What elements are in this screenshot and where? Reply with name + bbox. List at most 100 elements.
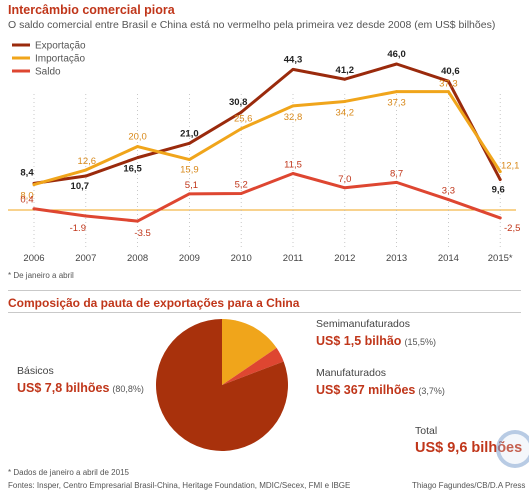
chart-title: Intercâmbio comercial piora <box>8 3 175 17</box>
semi-amount: US$ 1,5 bilhão <box>316 334 402 348</box>
data-label: 12,6 <box>78 156 97 167</box>
divider-section <box>8 312 521 313</box>
data-label: 10,7 <box>71 181 90 192</box>
x-tick-label: 2008 <box>127 253 148 264</box>
data-point <box>343 77 347 81</box>
data-point <box>239 110 243 114</box>
composition-title: Composição da pauta de exportações para … <box>8 296 300 310</box>
data-label: 21,0 <box>180 128 199 139</box>
data-point <box>136 219 140 223</box>
semi-pct: (15,5%) <box>404 337 436 347</box>
data-label: 46,0 <box>387 49 406 60</box>
data-label: 0,4 <box>20 195 33 206</box>
data-point <box>239 192 243 195</box>
manuf-value: US$ 367 milhões (3,7%) <box>316 383 445 397</box>
data-point <box>188 158 191 161</box>
divider-top <box>8 290 521 291</box>
data-label: 20,0 <box>128 132 147 143</box>
data-label: 40,6 <box>441 66 460 77</box>
x-tick-label: 2015* <box>488 253 513 264</box>
data-label: 8,4 <box>20 167 34 178</box>
manuf-label: Manufaturados <box>316 367 387 379</box>
pie-slice-básicos <box>156 319 288 451</box>
basicos-label: Básicos <box>17 365 54 377</box>
data-point <box>395 90 398 94</box>
data-label: 11,5 <box>284 160 302 171</box>
data-point <box>84 214 88 218</box>
data-point <box>84 174 88 178</box>
x-tick-label: 2006 <box>23 253 44 264</box>
x-tick-label: 2009 <box>179 253 200 264</box>
chart-footnote: * De janeiro a abril <box>8 271 74 280</box>
x-tick-label: 2011 <box>283 253 303 264</box>
data-point <box>498 170 502 173</box>
legend-label: Importação <box>35 54 85 65</box>
data-label: 12,1 <box>501 161 520 172</box>
x-tick-label: 2007 <box>75 253 96 264</box>
footer-credit: Thiago Fagundes/CB/D.A Press <box>412 481 526 490</box>
data-label: 37,3 <box>387 98 406 109</box>
data-point <box>84 168 88 172</box>
data-label: 9,6 <box>492 185 505 196</box>
data-label: 7,0 <box>338 174 351 185</box>
semi-label: Semimanufaturados <box>316 318 410 330</box>
data-label: 30,8 <box>229 97 248 108</box>
chart-subtitle: O saldo comercial entre Brasil e China e… <box>8 19 496 31</box>
data-label: 32,8 <box>284 112 303 123</box>
data-point <box>343 100 347 103</box>
data-label: 25,6 <box>234 114 253 125</box>
data-point <box>188 141 191 145</box>
footer-sources: Fontes: Insper, Centro Empresarial Brasi… <box>8 481 351 490</box>
footer-note: * Dados de janeiro a abril de 2015 <box>8 468 129 477</box>
data-point <box>188 192 191 196</box>
data-point <box>32 207 36 211</box>
series-line <box>32 62 502 185</box>
data-point <box>291 172 295 175</box>
data-point <box>447 79 450 83</box>
data-point <box>291 104 295 108</box>
data-label: 3,3 <box>442 186 455 197</box>
data-label: 34,2 <box>336 107 355 118</box>
data-label: 16,5 <box>123 164 142 175</box>
series-line <box>32 172 502 223</box>
data-label: 5,2 <box>235 179 248 190</box>
data-point <box>136 145 140 148</box>
x-tick-label: 2014 <box>438 253 459 264</box>
data-label: 41,2 <box>336 65 355 76</box>
data-point <box>395 62 398 66</box>
data-label: 44,3 <box>284 54 303 65</box>
data-label: 8,7 <box>390 168 403 179</box>
data-point <box>32 183 36 187</box>
data-label: -3.5 <box>134 228 150 239</box>
pie-slice-semimanufaturados <box>222 319 277 385</box>
x-tick-label: 2013 <box>386 253 407 264</box>
basicos-pct: (80,8%) <box>112 384 144 394</box>
line-chart: 2006 2007 2008 2009 2010 2011 2012 2013 2014 2015… <box>8 41 520 264</box>
legend-label: Saldo <box>35 67 61 78</box>
data-label: 15,9 <box>180 165 199 176</box>
data-label: 5,1 <box>185 180 198 191</box>
data-point <box>395 180 398 184</box>
data-label: -1.9 <box>70 223 86 234</box>
data-point <box>239 127 243 131</box>
pie-chart <box>156 319 288 451</box>
total-value: US$ 9,6 bilhões <box>415 440 523 456</box>
basicos-value: US$ 7,8 bilhões (80,8%) <box>17 381 144 395</box>
x-tick-label: 2010 <box>231 253 252 264</box>
data-point <box>136 156 140 160</box>
legend-label: Exportação <box>35 41 86 52</box>
data-point <box>343 186 347 190</box>
basicos-amount: US$ 7,8 bilhões <box>17 381 110 395</box>
series-line <box>32 90 502 187</box>
data-point <box>291 67 295 71</box>
data-point <box>498 178 502 181</box>
data-point <box>498 216 502 220</box>
x-tick-label: 2012 <box>334 253 355 264</box>
data-label: 37,3 <box>439 79 458 90</box>
semi-value: US$ 1,5 bilhão (15,5%) <box>316 334 436 348</box>
manuf-pct: (3,7%) <box>418 386 445 396</box>
pie-slice-manufaturados <box>222 347 284 385</box>
data-point <box>447 198 450 201</box>
manuf-amount: US$ 367 milhões <box>316 383 416 397</box>
